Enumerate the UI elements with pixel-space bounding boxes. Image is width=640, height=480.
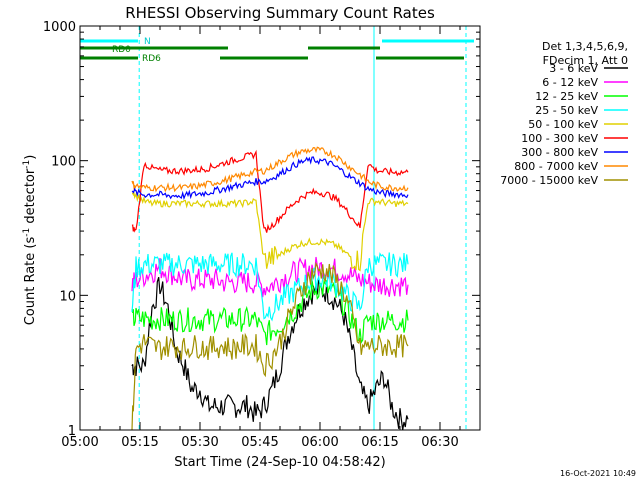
legend-label: 25 - 50 keV <box>535 104 598 117</box>
series-line <box>131 279 409 346</box>
state-bar-label: N <box>144 37 151 47</box>
y-tick-label: 1000 <box>43 20 76 35</box>
series-line <box>131 261 409 430</box>
chart-title: RHESSI Observing Summary Count Rates <box>125 4 435 22</box>
x-axis-label: Start Time (24-Sep-10 04:58:42) <box>174 455 385 470</box>
y-tick-label: 100 <box>51 155 76 170</box>
x-tick-label: 05:15 <box>121 435 158 450</box>
legend-header: Det 1,3,4,5,6,9, <box>542 40 628 53</box>
y-axis-label-part: detector <box>23 168 38 228</box>
series-line <box>131 252 409 322</box>
footer-timestamp: 16-Oct-2021 10:49 <box>560 469 636 478</box>
axes: 05:00 05:15 05:30 05:45 06:00 06:15 06:30 1 10 10… <box>43 20 481 450</box>
x-tick-label: 05:00 <box>61 435 98 450</box>
x-tick-label: 06:00 <box>301 435 338 450</box>
legend-label: 800 - 7000 keV <box>514 160 598 173</box>
legend-label: 3 - 6 keV <box>549 62 598 75</box>
state-bar-label: RD6 <box>142 54 161 64</box>
legend-header: FDecim 1, Att 0 <box>543 54 628 67</box>
y-axis-label-part: Count Rate (s <box>23 237 38 326</box>
legend-label: 6 - 12 keV <box>542 76 598 89</box>
legend-label: 300 - 800 keV <box>521 146 598 159</box>
series-line <box>131 149 409 233</box>
x-tick-label: 06:30 <box>421 435 458 450</box>
y-tick-label: 1 <box>68 424 76 439</box>
x-tick-label: 06:15 <box>361 435 398 450</box>
x-tick-label: 05:45 <box>241 435 278 450</box>
legend-label: 100 - 300 keV <box>521 132 598 145</box>
y-axis-label-sup: -1 <box>22 160 32 169</box>
legend-label: 7000 - 15000 keV <box>500 174 598 187</box>
y-axis-label: Count Rate (s-1 detector-1) <box>22 155 38 326</box>
series-line <box>131 256 409 298</box>
y-axis-label-sup: -1 <box>22 228 32 237</box>
x-tick-label: 05:30 <box>181 435 218 450</box>
plot-area: N RD0 RD6 <box>79 26 474 431</box>
series-line <box>131 190 409 272</box>
legend: Det 1,3,4,5,6,9,FDecim 1, Att 03 - 6 keV… <box>500 40 628 187</box>
legend-label: 50 - 100 keV <box>528 118 598 131</box>
state-bar-label: RD0 <box>112 45 131 55</box>
y-tick-label: 10 <box>59 289 76 304</box>
y-axis-label-part: ) <box>23 155 38 160</box>
series-line <box>131 156 409 201</box>
series-line <box>131 146 409 193</box>
legend-label: 12 - 25 keV <box>535 90 598 103</box>
